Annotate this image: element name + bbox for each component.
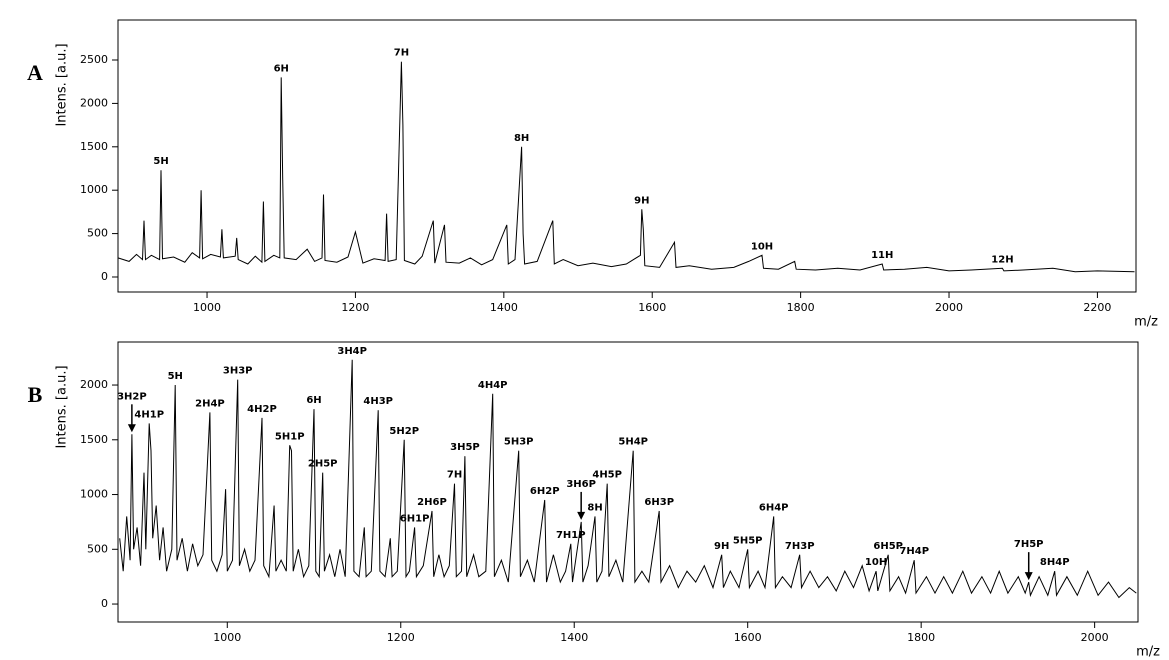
peak-label: 8H4P — [1040, 557, 1070, 568]
y-axis-label: Intens. [a.u.] — [55, 43, 70, 126]
x-tick-label: 1600 — [734, 631, 762, 644]
peak-label: 6H — [274, 63, 289, 74]
peak-label: 12H — [991, 254, 1013, 265]
peak-label: 6H1P — [400, 513, 430, 524]
x-tick-label: 1200 — [341, 301, 369, 314]
x-tick-label: 1800 — [907, 631, 935, 644]
y-tick-label: 1500 — [80, 140, 108, 153]
plot-frame — [117, 341, 1139, 623]
panel-label: A — [27, 60, 43, 85]
panel-label: B — [28, 382, 43, 407]
peak-label: 10H — [865, 557, 887, 568]
peak-label: 6H4P — [759, 502, 789, 513]
peak-label: 5H1P — [275, 431, 305, 442]
peak-label: 2H6P — [417, 497, 447, 508]
peak-label: 11H — [871, 250, 893, 261]
peak-label: 6H5P — [873, 541, 903, 552]
peak-label: 5H — [153, 156, 168, 167]
plot-frame — [117, 19, 1137, 293]
x-tick-label: 1800 — [787, 301, 815, 314]
peak-label: 7H — [447, 470, 462, 481]
peak-label: 3H5P — [450, 442, 480, 453]
y-tick-label: 500 — [87, 542, 108, 555]
peak-label: 4H5P — [592, 470, 622, 481]
peak-label: 6H2P — [530, 486, 560, 497]
x-tick-label: 2000 — [1081, 631, 1109, 644]
peak-label: 4H3P — [363, 396, 393, 407]
y-tick-label: 2000 — [80, 378, 108, 391]
spectrum-line — [119, 359, 1137, 599]
peak-arrowhead — [577, 511, 586, 520]
y-tick-label: 2000 — [80, 96, 108, 109]
y-axis-label: Intens. [a.u.] — [55, 365, 70, 448]
x-tick-label: 2000 — [935, 301, 963, 314]
peak-label: 5H — [168, 371, 183, 382]
peak-label: 6H3P — [644, 497, 674, 508]
peak-label: 6H — [306, 395, 321, 406]
x-axis-label: m/z — [1136, 645, 1160, 660]
y-tick-label: 0 — [101, 597, 108, 610]
y-tick-label: 1500 — [80, 433, 108, 446]
peak-label: 5H4P — [618, 437, 648, 448]
peak-label: 2H4P — [195, 398, 225, 409]
peak-label: 9H — [714, 541, 729, 552]
y-tick-label: 2500 — [80, 53, 108, 66]
x-axis-label: m/z — [1134, 315, 1158, 330]
peak-label: 3H6P — [566, 479, 596, 490]
peak-label: 7H5P — [1014, 539, 1044, 550]
peak-label: 4H2P — [247, 404, 277, 415]
y-tick-label: 0 — [101, 270, 108, 283]
spectrum-line — [117, 61, 1135, 273]
peak-label: 2H5P — [308, 459, 338, 470]
y-tick-label: 1000 — [80, 183, 108, 196]
x-tick-label: 1000 — [213, 631, 241, 644]
x-tick-label: 1600 — [638, 301, 666, 314]
x-tick-label: 1400 — [560, 631, 588, 644]
x-tick-label: 1200 — [387, 631, 415, 644]
peak-label: 5H2P — [389, 426, 419, 437]
peak-label: 3H4P — [337, 346, 367, 357]
peak-label: 3H2P — [117, 391, 147, 402]
peak-label: 5H3P — [504, 437, 534, 448]
x-tick-label: 1400 — [490, 301, 518, 314]
y-tick-label: 1000 — [80, 488, 108, 501]
peak-label: 5H5P — [733, 535, 763, 546]
peak-arrowhead — [1024, 572, 1033, 581]
peak-label: 7H — [394, 48, 409, 59]
y-tick-label: 500 — [87, 227, 108, 240]
peak-label: 3H3P — [223, 366, 253, 377]
peak-label: 4H1P — [134, 409, 164, 420]
peak-label: 8H — [514, 133, 529, 144]
peak-label: 7H1P — [556, 530, 586, 541]
peak-label: 7H4P — [899, 546, 929, 557]
peak-label: 10H — [751, 241, 773, 252]
peak-label: 8H — [587, 502, 602, 513]
x-tick-label: 1000 — [193, 301, 221, 314]
peak-arrowhead — [127, 424, 136, 433]
peak-label: 7H3P — [785, 541, 815, 552]
peak-label: 4H4P — [478, 380, 508, 391]
x-tick-label: 2200 — [1083, 301, 1111, 314]
peak-label: 9H — [634, 195, 649, 206]
